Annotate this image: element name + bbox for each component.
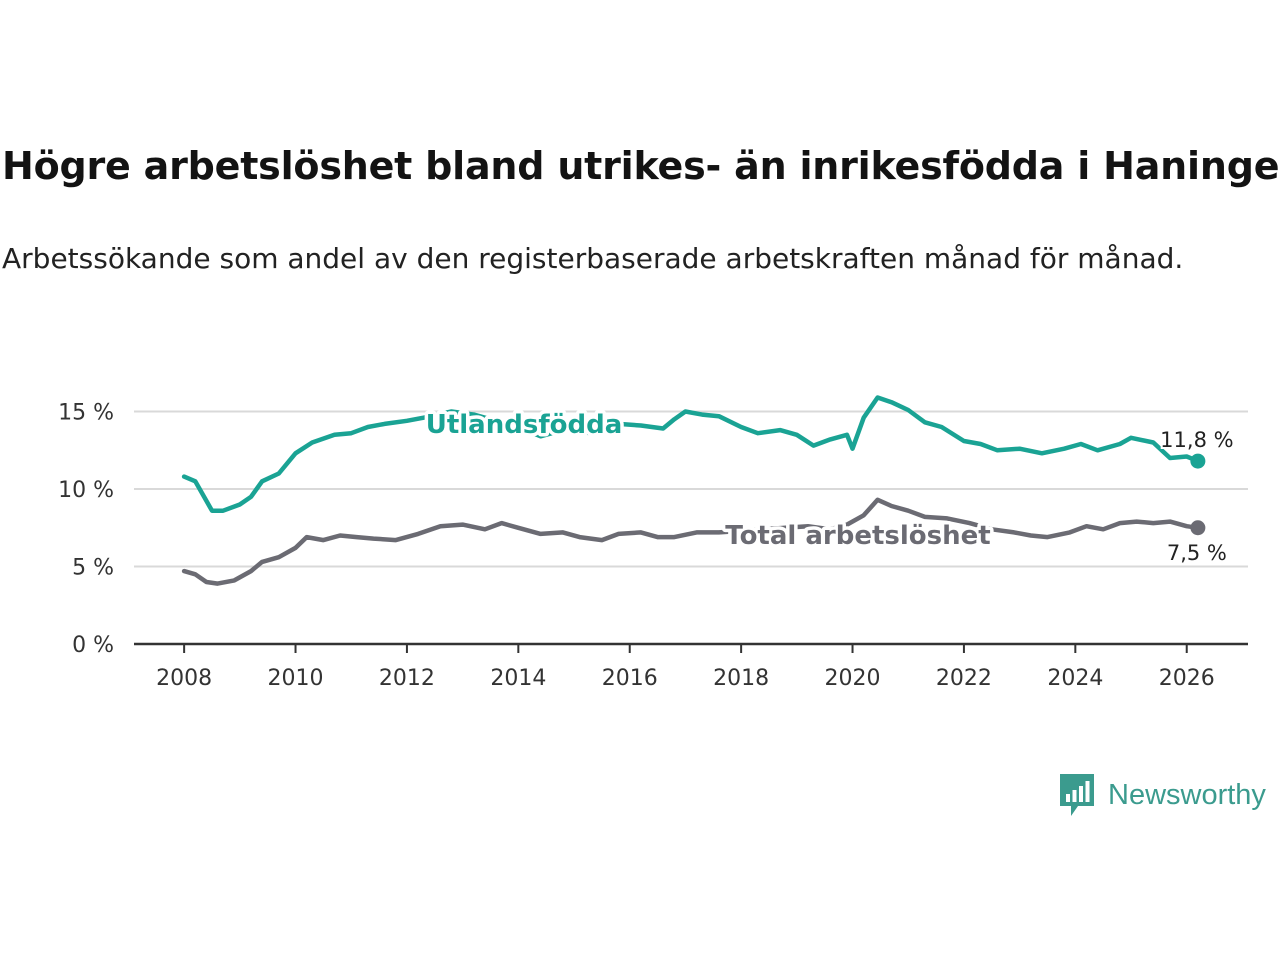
- series-line: [181, 497, 1201, 586]
- line-chart: 0 %5 %10 %15 % 2008 2010 2012 2014 2016 2018 2…: [58, 395, 1248, 691]
- x-tick-label: 2022: [936, 666, 992, 691]
- x-tick-label: 2012: [379, 666, 435, 691]
- brand-name: Newsworthy: [1108, 778, 1266, 811]
- series-lines: [181, 395, 1206, 586]
- series-label-total: Total arbetslöshet: [725, 521, 990, 551]
- x-tick-label: 2026: [1159, 666, 1215, 691]
- series-label-utlandsfodda: Utlandsfödda: [426, 410, 623, 440]
- y-tick-label: 15 %: [58, 401, 114, 426]
- y-axis-ticks: 0 % 5 % 10 % 15 %: [58, 401, 114, 659]
- chart-title: Högre arbetslöshet bland utrikes- än inr…: [2, 144, 1280, 188]
- end-value-total: 7,5 %: [1167, 541, 1227, 565]
- x-tick-label: 2018: [713, 666, 769, 691]
- series-line: [181, 395, 1201, 513]
- y-tick-label: 0 %: [72, 633, 114, 658]
- x-axis-ticks: 2008 2010 2012 2014 2016 2018 2020 2022 2024 2026: [134, 642, 1248, 691]
- chart-subtitle: Arbetssökande som andel av den registerb…: [2, 242, 1184, 275]
- newsworthy-bars-icon: [1060, 774, 1094, 816]
- x-tick-label: 2014: [490, 666, 546, 691]
- series-end-point: [1190, 520, 1206, 536]
- end-value-utlandsfodda: 11,8 %: [1160, 428, 1233, 452]
- x-tick-label: 2020: [825, 666, 881, 691]
- y-tick-label: 10 %: [58, 478, 114, 503]
- series-end-point: [1190, 453, 1206, 469]
- newsworthy-logo[interactable]: Newsworthy: [1058, 772, 1266, 818]
- x-tick-label: 2024: [1047, 666, 1103, 691]
- x-tick-label: 2010: [268, 666, 324, 691]
- x-tick-label: 2008: [156, 666, 212, 691]
- y-tick-label: 5 %: [72, 556, 114, 581]
- x-tick-label: 2016: [602, 666, 658, 691]
- series-labels: Utlandsfödda Total arbetslöshet 11,8 % 7,5 …: [422, 407, 1235, 567]
